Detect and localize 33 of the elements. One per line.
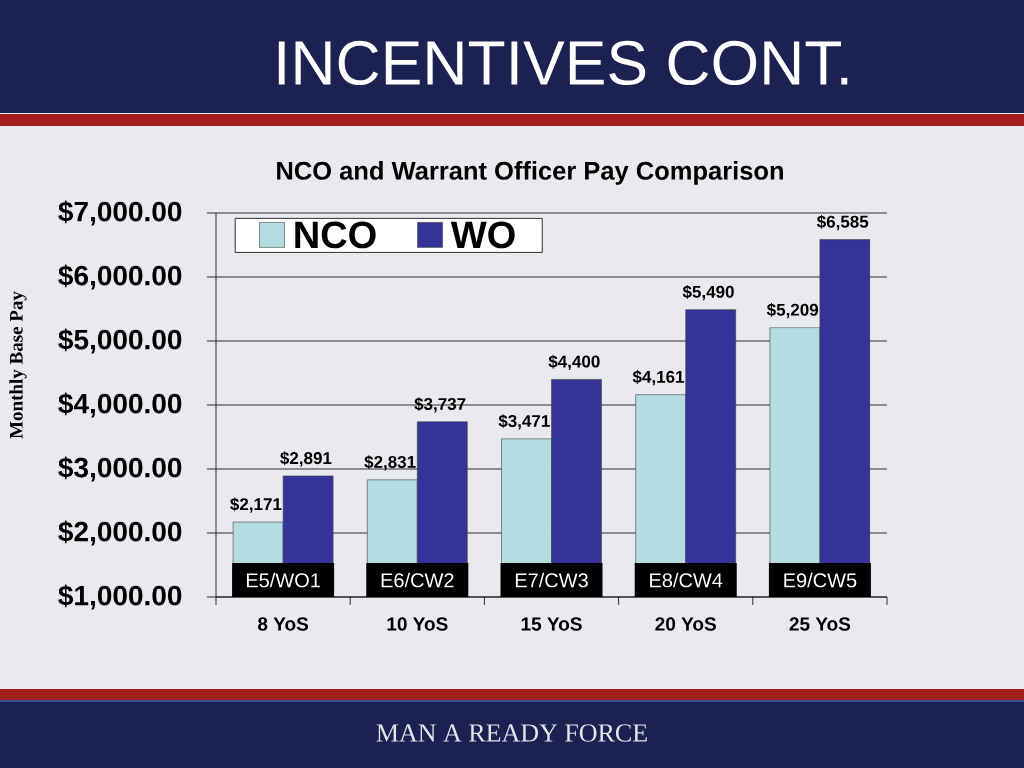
data-label: $2,171 xyxy=(230,497,282,513)
data-label: $4,161 xyxy=(632,370,685,386)
legend-label: WO xyxy=(450,221,515,249)
y-tick-label: $2,000.00 xyxy=(58,520,182,546)
data-label: $2,891 xyxy=(280,451,332,467)
annotation: E7/CW3 xyxy=(515,572,588,588)
chart-subtitle: NCO and Warrant Officer Pay Comparison xyxy=(277,161,783,185)
chart-title: INCENTIVES CONT. xyxy=(278,40,848,86)
x-tick-label: 20 YoS xyxy=(655,617,716,631)
data-label: $2,831 xyxy=(364,455,416,471)
data-label: $3,737 xyxy=(414,397,466,413)
y-tick-label: $5,000.00 xyxy=(58,328,182,354)
data-label: $6,585 xyxy=(816,214,869,231)
x-tick-label: 8 YoS xyxy=(258,617,309,631)
y-axis-title: Monthly Base Pay xyxy=(9,291,27,439)
y-tick-label: $3,000.00 xyxy=(58,456,182,482)
x-tick-label: 25 YoS xyxy=(789,617,851,631)
data-label: $5,490 xyxy=(682,285,734,301)
annotation: E5/WO1 xyxy=(246,572,320,588)
y-tick-label: $6,000.00 xyxy=(58,264,182,290)
y-tick-label: $4,000.00 xyxy=(58,392,182,418)
data-label: $3,471 xyxy=(498,414,550,430)
legend-label: NCO xyxy=(295,221,376,249)
text: MAN A READY FORCE xyxy=(376,724,647,742)
x-tick-label: 15 YoS xyxy=(521,617,582,631)
y-tick-label: $7,000.00 xyxy=(58,200,182,226)
annotation: E6/CW2 xyxy=(381,572,454,588)
y-tick-label: $1,000.00 xyxy=(58,584,182,610)
data-label: $4,400 xyxy=(548,354,600,371)
data-label: $5,209 xyxy=(766,302,819,319)
annotation: E9/CW5 xyxy=(784,572,857,588)
annotation: E8/CW4 xyxy=(650,572,723,588)
x-tick-label: 10 YoS xyxy=(387,617,448,631)
